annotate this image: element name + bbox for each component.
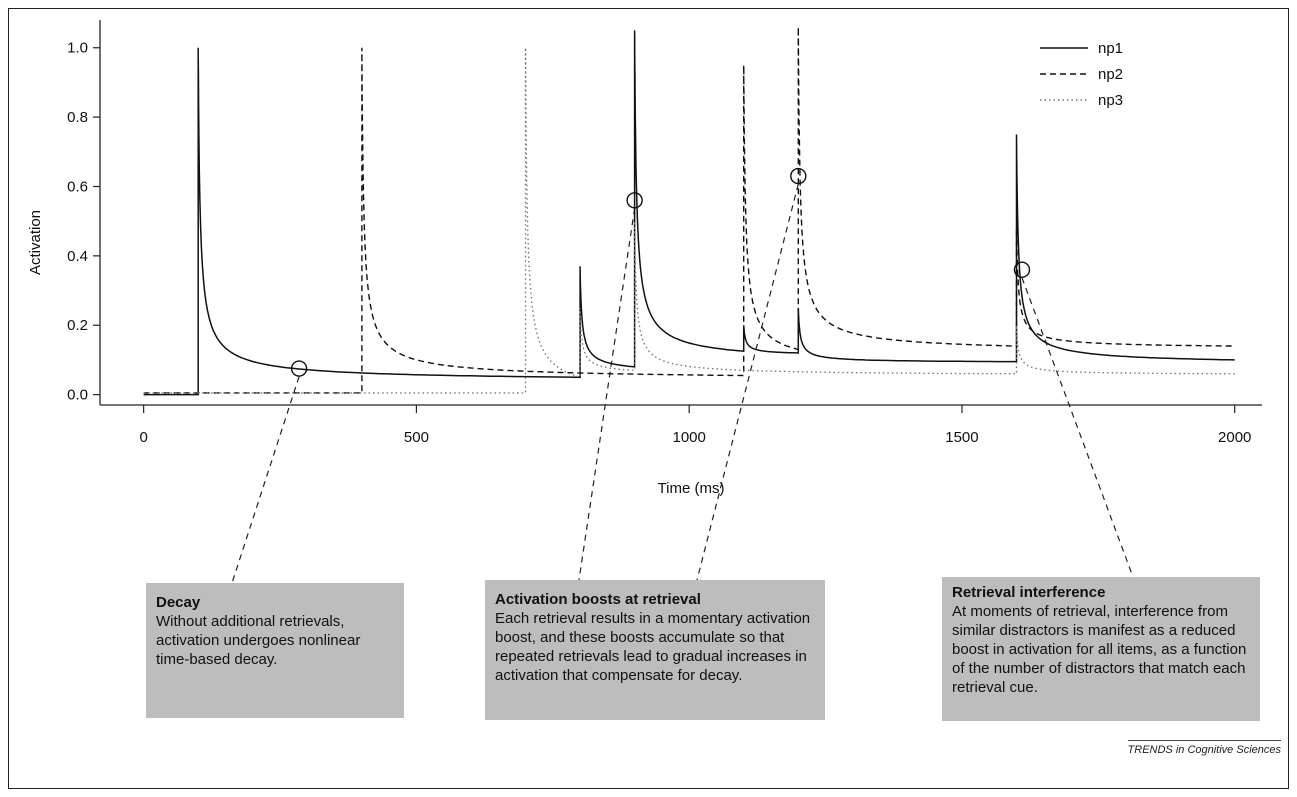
- x-tick-label: 1500: [945, 429, 978, 446]
- y-tick-label: 1.0: [67, 40, 88, 57]
- y-tick-label: 0.8: [67, 109, 88, 126]
- x-tick-label: 1000: [672, 429, 705, 446]
- legend-label-np3: np3: [1098, 92, 1123, 109]
- annotation-text: At moments of retrieval, interference fr…: [952, 603, 1247, 696]
- legend-label-np1: np1: [1098, 40, 1123, 57]
- circle-marker: [790, 167, 807, 185]
- y-tick-label: 0.6: [67, 178, 88, 195]
- y-axis-label: Activation: [27, 210, 44, 275]
- legend: np1 np2 np3: [1040, 40, 1123, 109]
- legend-label-np2: np2: [1098, 66, 1123, 83]
- series-lines: [143, 26, 1235, 396]
- y-tick-label: 0.0: [67, 387, 88, 404]
- y-tick-label: 0.2: [67, 317, 88, 334]
- x-tick-label: 2000: [1218, 429, 1251, 446]
- circle-markers: [290, 167, 1031, 377]
- y-tick-label: 0.4: [67, 248, 88, 265]
- footer-credit: TRENDS in Cognitive Sciences: [1127, 740, 1281, 756]
- x-tick-label: 0: [139, 429, 147, 446]
- annotation-title: Activation boosts at retrieval: [495, 591, 701, 608]
- annotation-box-retrieval-interference: Retrieval interference At moments of ret…: [942, 577, 1260, 721]
- annotation-box-decay: Decay Without additional retrievals, act…: [146, 583, 404, 718]
- connector-line: [578, 208, 636, 581]
- x-axis-label: Time (ms): [658, 480, 725, 497]
- annotation-box-activation-boosts: Activation boosts at retrieval Each retr…: [485, 580, 825, 720]
- x-tick-label: 500: [404, 429, 429, 446]
- annotation-title: Decay: [156, 594, 201, 611]
- connector-line: [1021, 277, 1134, 578]
- circle-marker: [1013, 261, 1031, 278]
- circle-marker: [626, 192, 643, 209]
- circle-marker: [290, 360, 308, 377]
- axes: 0.0 0.2 0.4 0.6 0.8 1.0 0 500 1000 1500 2000 Time (…: [27, 20, 1262, 497]
- connector-line: [696, 183, 799, 581]
- annotation-text: Without additional retrievals, activatio…: [156, 613, 361, 668]
- annotation-text: Each retrieval results in a momentary ac…: [495, 610, 811, 684]
- series-line-np1: [143, 30, 1235, 396]
- annotation-title: Retrieval interference: [952, 584, 1106, 601]
- connector-line: [231, 376, 300, 584]
- series-line-np2: [143, 26, 1235, 394]
- annotation-connectors: [231, 183, 1134, 584]
